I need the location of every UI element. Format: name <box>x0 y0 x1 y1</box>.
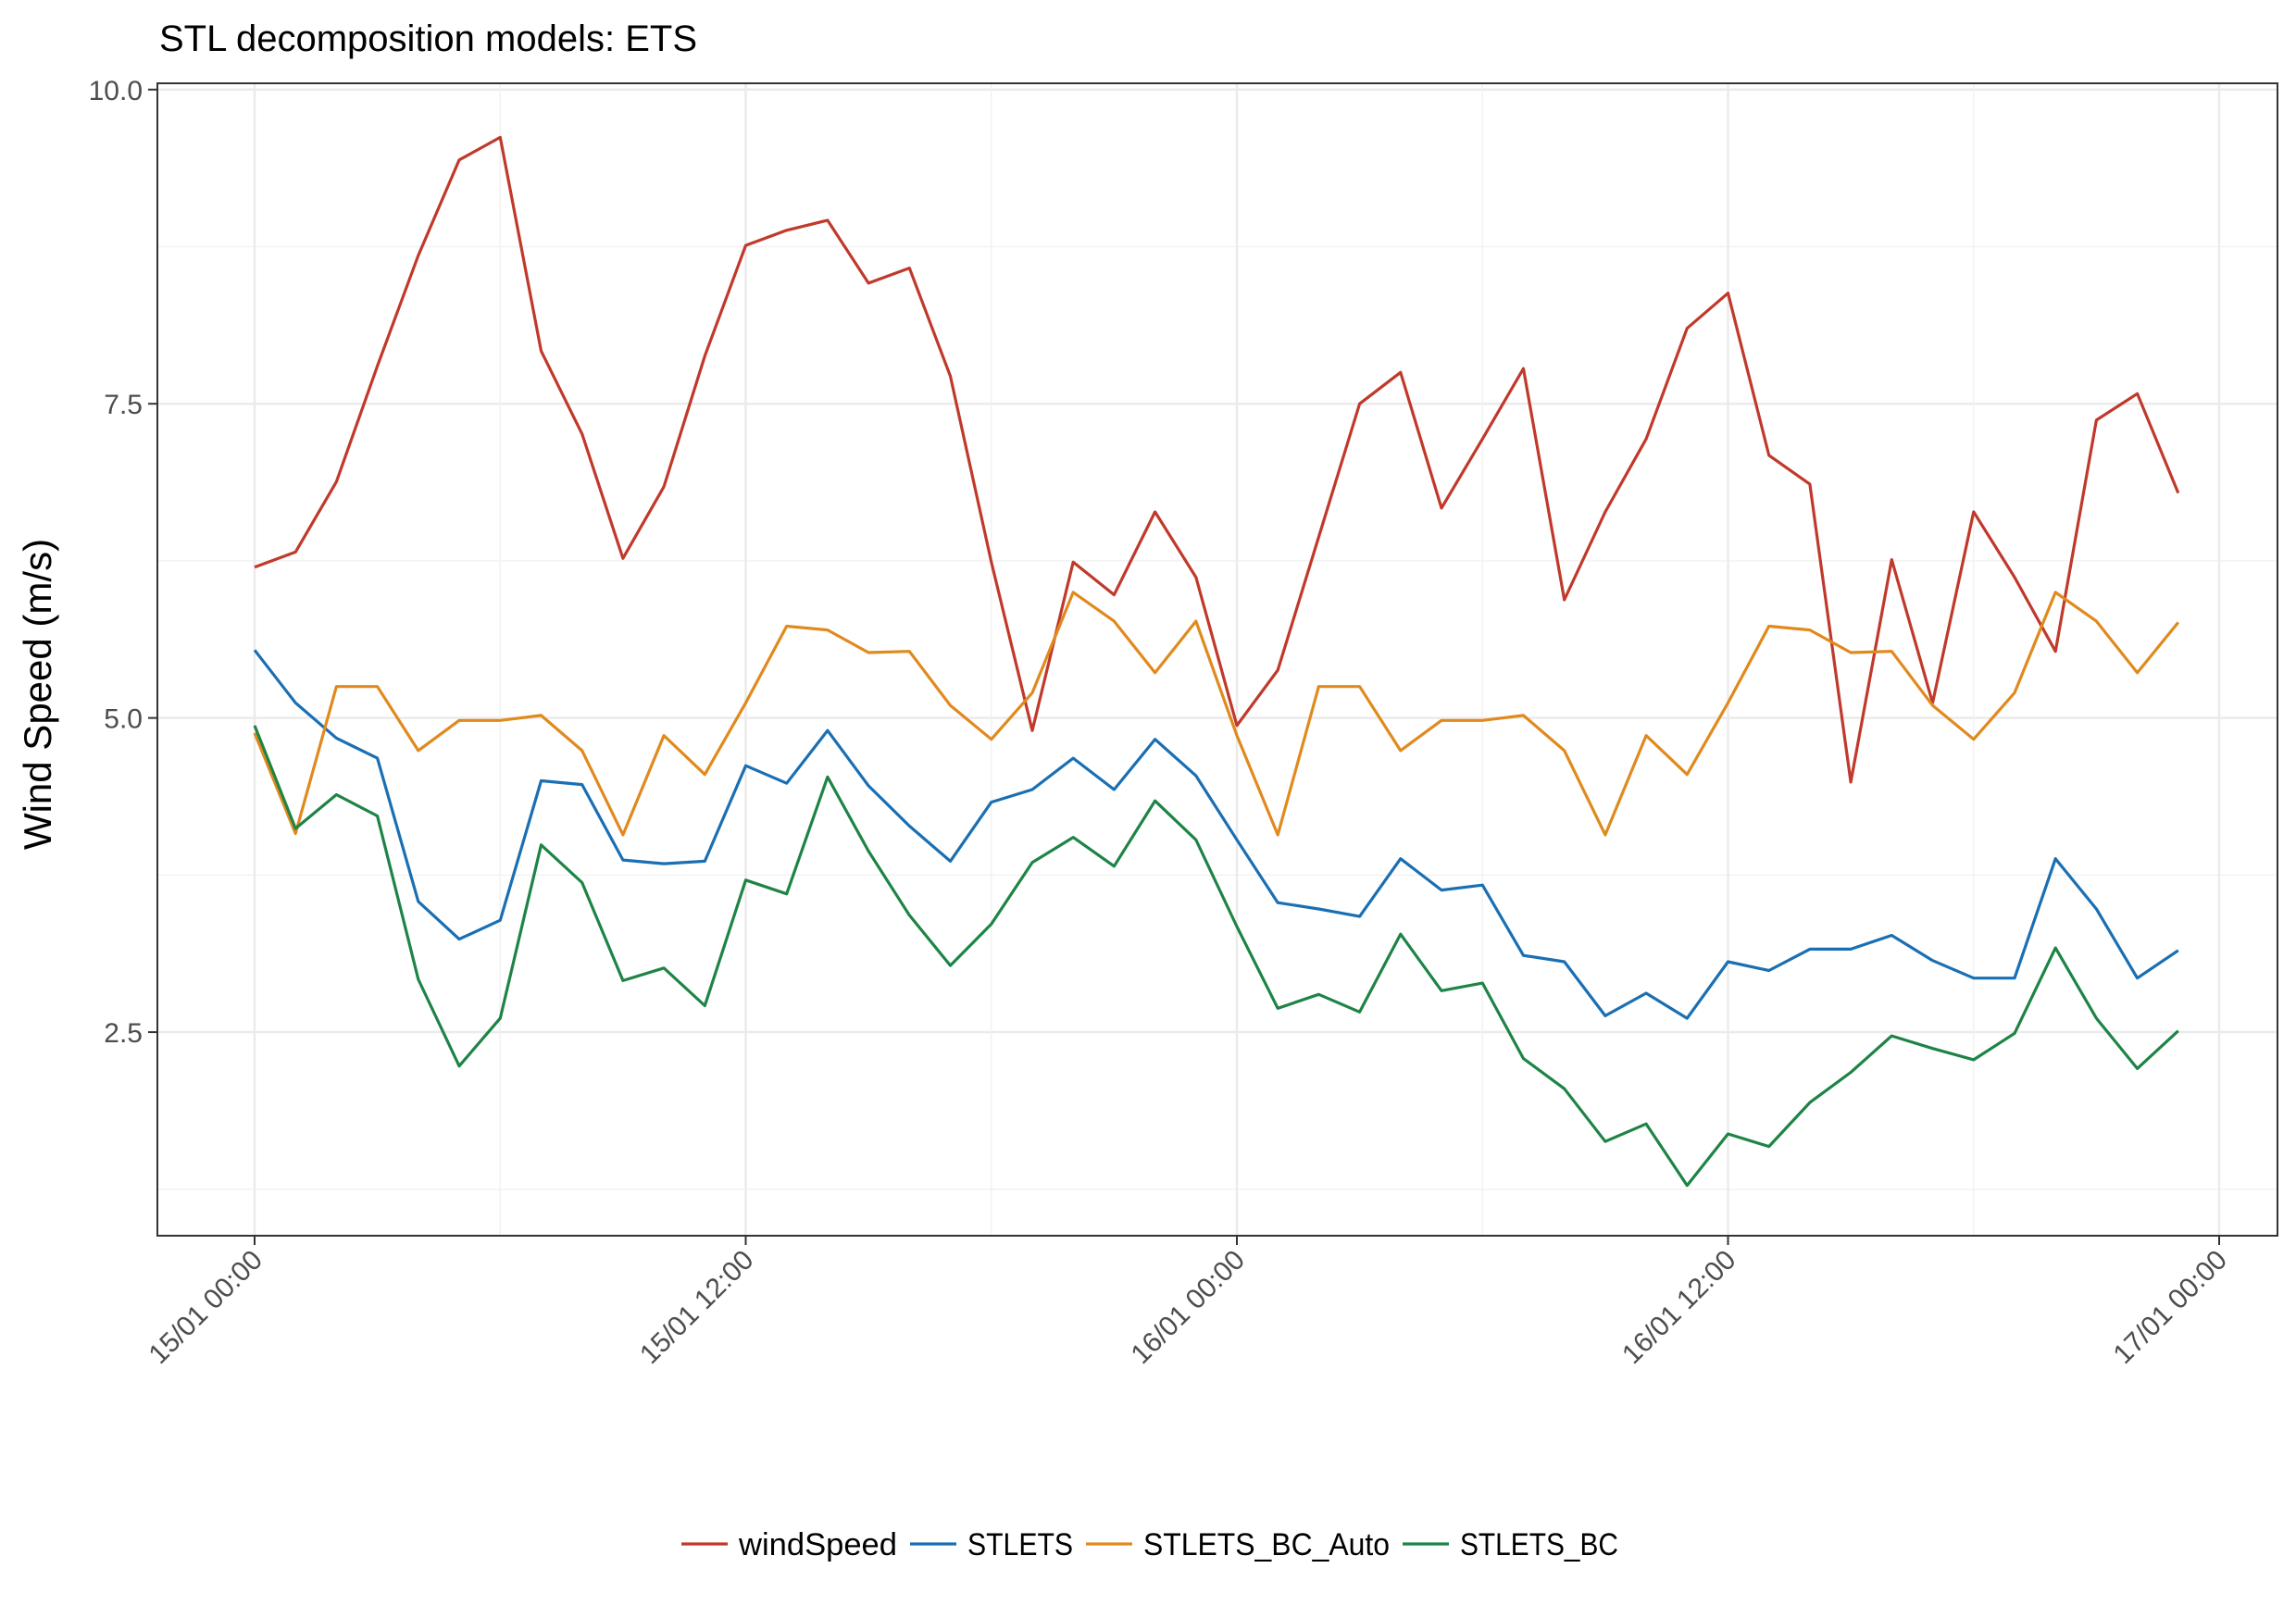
legend-label: STLETS_BC <box>1460 1527 1618 1562</box>
y-tick-label: 10.0 <box>89 76 143 106</box>
x-tick-label: 16/01 12:00 <box>1616 1245 1741 1370</box>
y-tick-label: 7.5 <box>104 390 143 420</box>
legend-label: STLETS_BC_Auto <box>1143 1527 1390 1562</box>
y-tick-label: 5.0 <box>104 704 143 735</box>
legend-label: windSpeed <box>738 1527 897 1562</box>
series-line-STLETS <box>253 649 2179 1020</box>
series-line-STLETS_BC_Auto <box>253 591 2180 837</box>
x-tick-label: 16/01 00:00 <box>1126 1245 1251 1370</box>
legend-item-windSpeed: windSpeed <box>681 1527 897 1562</box>
y-axis-label: Wind Speed (m/s) <box>16 539 59 850</box>
series-line-windSpeed <box>254 135 2180 784</box>
series-lines <box>253 135 2180 1188</box>
legend-item-STLETS: STLETS <box>910 1527 1073 1562</box>
legend-label: STLETS <box>967 1527 1073 1562</box>
x-tick-label: 15/01 00:00 <box>144 1245 268 1370</box>
x-tick-label: 17/01 00:00 <box>2108 1245 2233 1370</box>
legend: windSpeed STLETS STLETS_BC_Auto STLETS_BC <box>681 1527 1618 1562</box>
legend-item-STLETS_BC_Auto: STLETS_BC_Auto <box>1086 1527 1390 1562</box>
x-tick-label: 15/01 12:00 <box>634 1245 759 1370</box>
y-tick-label: 2.5 <box>104 1018 143 1049</box>
series-line-STLETS_BC <box>253 725 2179 1188</box>
legend-item-STLETS_BC: STLETS_BC <box>1403 1527 1618 1562</box>
y-axis: 2.5 5.0 7.5 10.0 <box>89 76 157 1049</box>
plot-panel-border <box>156 82 2278 1237</box>
chart-title: STL decomposition models: ETS <box>159 19 697 59</box>
x-axis: 15/01 00:00 15/01 12:00 16/01 00:00 16/01 1… <box>144 1236 2233 1370</box>
